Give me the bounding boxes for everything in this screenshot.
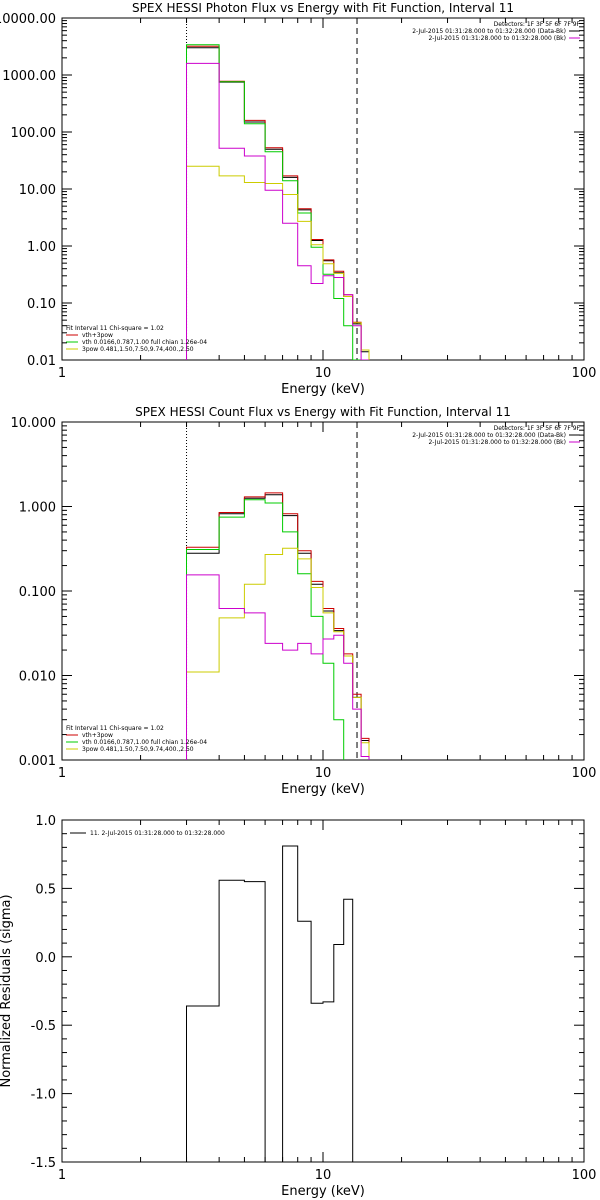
legend-bottom-label: vth+3pow <box>82 332 113 339</box>
series-line-5 <box>186 62 369 360</box>
y-tick-label: 1.00 <box>27 240 56 255</box>
y-tick-label: 1.000 <box>19 501 56 516</box>
legend-bottom-label: 3pow 0.481,1.50,7.50,9.74,400.,2.50 <box>82 346 194 353</box>
y-tick-label: 10.00 <box>19 183 56 198</box>
series-line-3 <box>186 44 370 360</box>
legend-bottom-label: Fit Interval 11 Chi-square = 1.02 <box>66 325 164 332</box>
legend-top-label: 2-Jul-2015 01:31:28.000 to 01:32:28.000 … <box>428 35 566 42</box>
chart-title: SPEX HESSI Photon Flux vs Energy with Fi… <box>132 1 514 15</box>
chart-panel-3: 1 10 100 Energy (keV) -1.5 -1.0 -0.5 0.0 0.5 1.0 N… <box>0 814 596 1199</box>
detectors-label: Detectors: 1F 3F 5F 6F 7F 9F <box>494 21 581 28</box>
series-line-4 <box>186 165 370 360</box>
series-group <box>186 44 370 360</box>
x-axis-label: Energy (keV) <box>281 782 365 797</box>
legend-bottom-label: vth 0.0166,0.787,1.00 full chian 1.26e-0… <box>82 739 207 746</box>
y-tick-label: 10.000 <box>11 416 57 431</box>
y-tick-label: 1000.00 <box>2 69 56 84</box>
y-tick-label: -0.5 <box>31 1019 56 1034</box>
plot-frame <box>61 17 585 361</box>
detectors-label: Detectors: 1F 3F 5F 6F 7F 9F <box>494 425 581 432</box>
legend-top-label: 2-Jul-2015 01:31:28.000 to 01:32:28.000 … <box>412 432 566 439</box>
y-tick-label: -1.5 <box>31 1156 56 1171</box>
x-axis-label: Energy (keV) <box>281 382 365 397</box>
x-tick-label: 1 <box>58 1168 66 1183</box>
series-line-5 <box>186 574 370 760</box>
y-tick-label: 0.01 <box>27 354 56 369</box>
y-tick-label: 1.0 <box>35 814 56 829</box>
series-group <box>186 845 354 1162</box>
series-line-2 <box>186 45 370 360</box>
legend-bottom-label: vth+3pow <box>82 732 113 739</box>
y-tick-label: -1.0 <box>31 1088 56 1103</box>
chart-title: SPEX HESSI Count Flux vs Energy with Fit… <box>135 405 511 419</box>
y-tick-label: 0.10 <box>27 297 56 312</box>
legend-top-label: 2-Jul-2015 01:31:28.000 to 01:32:28.000 … <box>428 439 566 446</box>
chart-panel-1: SPEX HESSI Photon Flux vs Energy with Fi… <box>0 1 596 397</box>
plot-frame <box>61 819 585 1163</box>
y-tick-label: 0.010 <box>19 670 56 685</box>
series-line-3 <box>186 499 370 760</box>
x-tick-label: 10 <box>315 1168 332 1183</box>
x-tick-label: 100 <box>572 366 597 381</box>
y-tick-label: 0.5 <box>35 882 56 897</box>
x-tick-label: 1 <box>58 766 66 781</box>
series-line-1 <box>186 845 354 1162</box>
legend-top-label: 2-Jul-2015 01:31:28.000 to 01:32:28.000 … <box>412 28 566 35</box>
legend-bottom-label: 3pow 0.481,1.50,7.50,9.74,400.,2.50 <box>82 746 194 753</box>
legend-inner-label: 11. 2-Jul-2015 01:31:28.000 to 01:32:28.… <box>90 830 225 837</box>
chart-panel-2: SPEX HESSI Count Flux vs Energy with Fit… <box>11 405 597 797</box>
x-tick-label: 10 <box>315 366 332 381</box>
x-tick-label: 10 <box>315 766 332 781</box>
series-line-4 <box>186 547 370 760</box>
legend-bottom-label: vth 0.0166,0.787,1.00 full chian 1.26e-0… <box>82 339 207 346</box>
series-line-1 <box>186 494 370 760</box>
x-axis-label: Energy (keV) <box>281 1184 365 1199</box>
x-tick-label: 100 <box>572 766 597 781</box>
y-tick-label: 100.00 <box>11 126 57 141</box>
y-tick-label: 10000.00 <box>0 12 56 27</box>
y-axis-label: Normalized Residuals (sigma) <box>0 894 14 1087</box>
legend-bottom-label: Fit Interval 11 Chi-square = 1.02 <box>66 725 164 732</box>
x-tick-label: 1 <box>58 366 66 381</box>
series-group <box>186 492 370 760</box>
series-line-1 <box>186 47 370 360</box>
x-tick-label: 100 <box>572 1168 597 1183</box>
y-tick-label: 0.100 <box>19 585 56 600</box>
y-tick-label: 0.0 <box>35 951 56 966</box>
y-tick-label: 0.001 <box>19 754 56 769</box>
